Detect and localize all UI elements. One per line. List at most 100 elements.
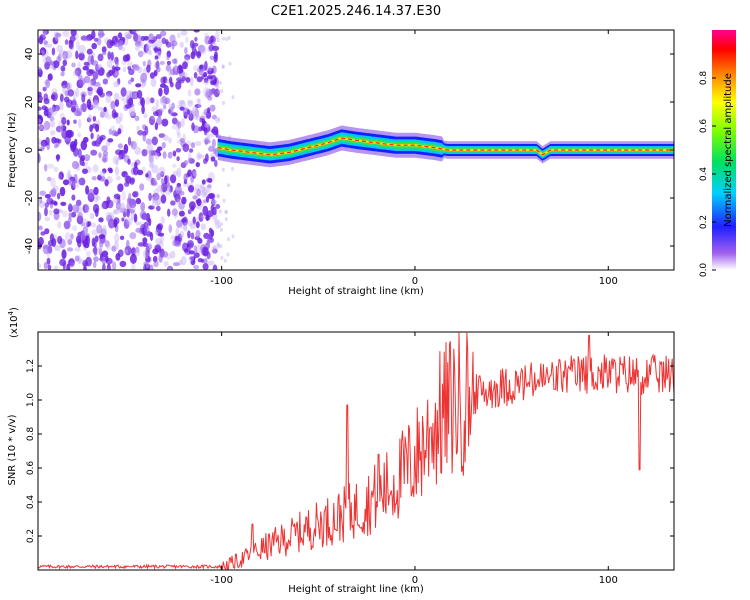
snr-frame [37,331,675,571]
noise-blob [91,42,97,50]
noise-blob [43,262,48,270]
noise-blob [179,230,184,239]
noise-blob [150,78,157,88]
noise-blob [47,73,53,81]
noise-blob [215,30,220,40]
noise-blob [103,106,107,112]
noise-blob [92,115,97,122]
noise-blob [207,260,215,266]
noise-blob [80,222,86,227]
noise-blob [188,185,195,193]
noise-blob [56,44,64,53]
noise-blob [211,245,217,254]
noise-blob [67,89,75,97]
noise-blob [182,181,189,188]
noise-blob [188,255,194,262]
noise-blob [174,185,182,195]
noise-blob [225,37,229,41]
noise-blob [179,41,184,48]
noise-blob [66,263,71,270]
noise-blob [75,87,80,98]
noise-blob [220,256,224,260]
noise-blob [192,171,197,177]
noise-blob [85,185,90,195]
noise-blob [135,221,140,226]
noise-blob [201,179,206,185]
noise-blob [86,99,92,109]
noise-blob [171,43,175,50]
noise-blob [82,65,89,71]
noise-blob [197,44,206,53]
noise-blob [192,216,196,225]
noise-blob [40,231,46,236]
noise-blob [112,209,120,215]
noise-blob [178,64,183,71]
colorbar-tick-label: 0.8 [699,71,709,86]
noise-blob [187,230,191,239]
noise-blob [170,174,177,184]
noise-blob [190,51,196,60]
snr-multiplier: (x104) [7,307,20,338]
noise-blob [98,247,102,256]
noise-blob [160,30,167,37]
noise-blob [92,261,97,269]
noise-blob [155,99,159,109]
snr-series-line [38,332,674,570]
noise-blob [191,106,197,116]
noise-blob [189,40,195,49]
snr-xtick-label: 0 [412,575,418,586]
noise-blob [227,183,230,188]
noise-blob [134,161,138,169]
noise-blob [91,60,99,66]
noise-blob [59,124,64,133]
noise-blob [212,126,219,136]
noise-blob [173,262,180,267]
noise-blob [158,166,166,176]
noise-blob [223,258,227,263]
spec-ytick-label: -40 [24,238,35,254]
noise-blob [145,138,153,145]
noise-blob [203,258,208,265]
noise-blob [212,65,217,74]
noise-blob [136,169,144,176]
noise-blob [199,183,205,189]
noise-blob [49,115,54,122]
noise-blob [148,149,155,157]
noise-blob [132,92,138,99]
noise-blob [220,222,224,227]
noise-blob [42,86,47,92]
noise-blob [93,186,99,196]
noise-blob [105,93,112,104]
noise-blob [156,117,163,126]
noise-blob [181,218,187,223]
noise-blob [155,205,161,212]
noise-blob [102,78,109,85]
noise-blob [61,249,67,260]
noise-blob [165,64,172,72]
snr-panel: -100 0 100 0.2 0.4 0.6 0.8 1.0 1.2 Height of str… [7,307,675,595]
noise-blob [139,183,145,191]
noise-blob [135,227,142,233]
noise-blob [81,161,86,167]
noise-blob [97,53,104,62]
noise-blob [114,166,120,176]
noise-blob [51,88,58,94]
noise-blob [160,171,165,178]
noise-blob [193,113,200,121]
noise-blob [67,247,74,252]
noise-blob [57,235,63,245]
noise-blob [72,98,77,108]
spectrogram-ylabel: Frequency (Hz) [7,112,18,188]
noise-blob [189,148,194,153]
spectrogram-panel: -100 0 100 -40 -20 0 20 40 Height of straight l… [7,29,675,297]
noise-blob [196,50,202,59]
noise-blob [154,195,162,206]
noise-blob [180,30,188,36]
noise-blob [204,139,211,144]
noise-blob [224,210,228,215]
noise-blob [44,216,51,222]
noise-blob [111,130,118,137]
noise-blob [178,100,185,105]
noise-blob [101,145,108,152]
noise-blob [193,30,200,33]
